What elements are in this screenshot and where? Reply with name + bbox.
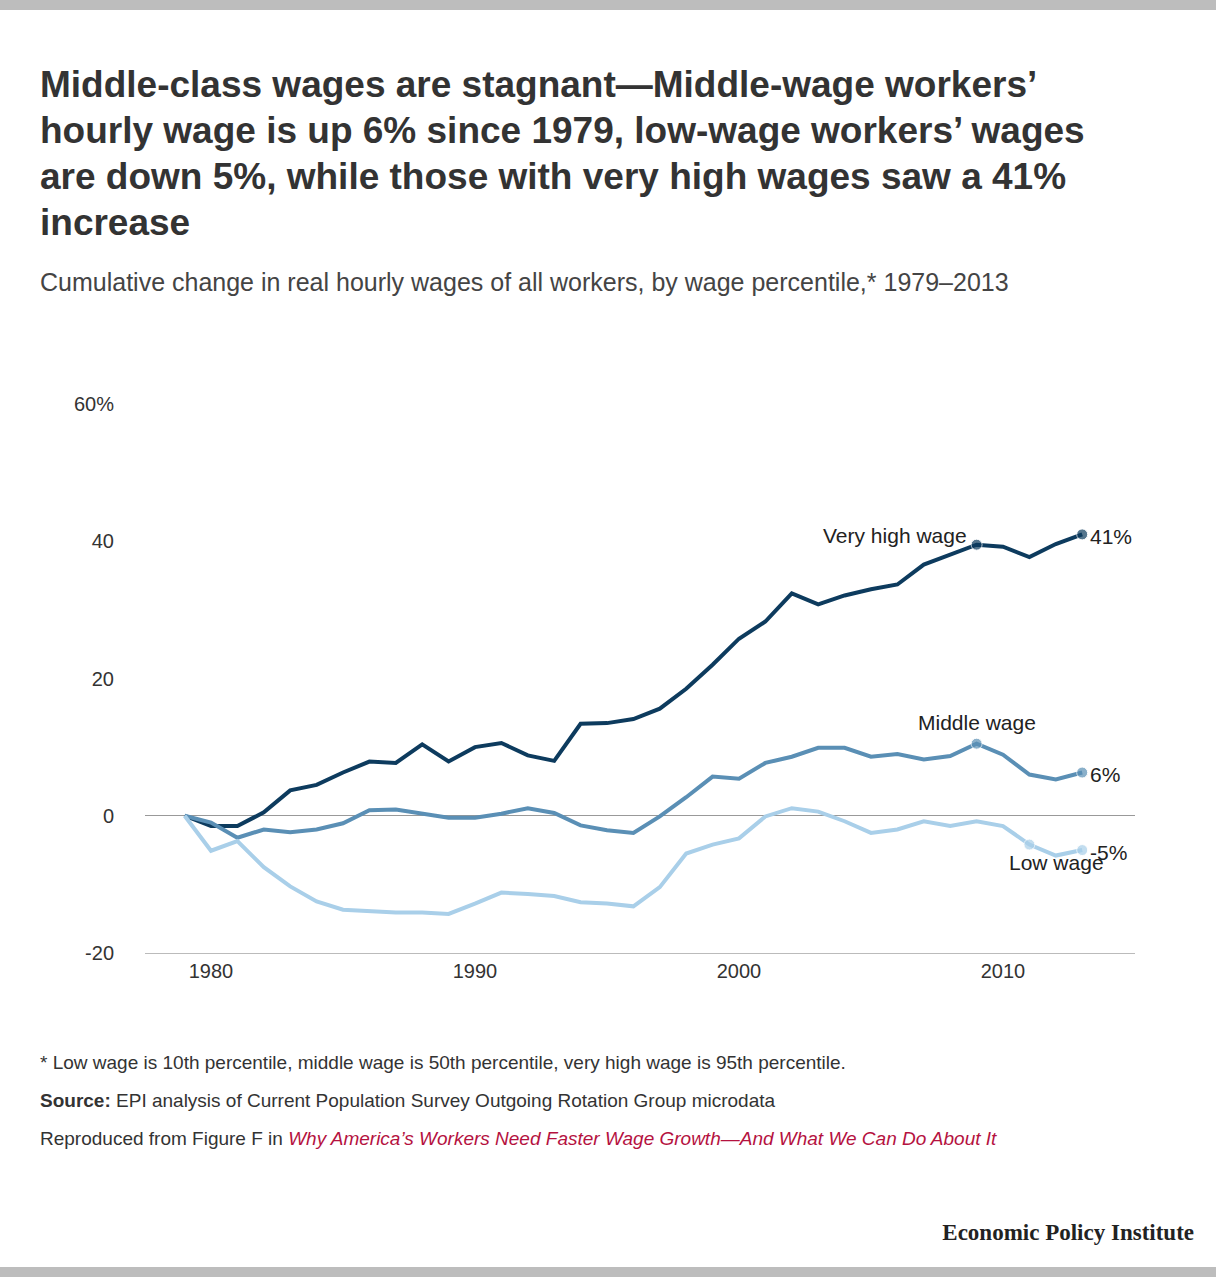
svg-text:41%: 41% (1090, 525, 1132, 548)
svg-text:2000: 2000 (717, 960, 762, 982)
svg-text:0: 0 (103, 805, 114, 827)
svg-text:1980: 1980 (189, 960, 234, 982)
html-text:Economic Policy Institute: Economic Policy Institute (942, 1220, 1194, 1245)
svg-text:2010: 2010 (981, 960, 1026, 982)
svg-text:20: 20 (92, 668, 114, 690)
svg-text:-20: -20 (85, 942, 114, 964)
svg-text:Middle wage: Middle wage (918, 711, 1036, 734)
html-text:Cumulative change in real hour: Cumulative change in real hourly wages o… (40, 268, 1009, 296)
svg-text:6%: 6% (1090, 763, 1120, 786)
svg-text:1990: 1990 (453, 960, 498, 982)
svg-text:Very high wage: Very high wage (823, 524, 967, 547)
html-text:Middle-class wages are stagnan: Middle-class wages are stagnant—Middle-w… (40, 64, 1085, 243)
html-text:Reproduced from Figure F in Wh: Reproduced from Figure F in Why America’… (40, 1128, 997, 1149)
svg-text:60%: 60% (74, 393, 114, 415)
html-text:* Low wage is 10th percentile,: * Low wage is 10th percentile, middle wa… (40, 1052, 846, 1073)
svg-text:Low wage: Low wage (1009, 851, 1104, 874)
svg-text:-5%: -5% (1090, 841, 1127, 864)
svg-text:40: 40 (92, 530, 114, 552)
html-text:Source: EPI analysis of Curren: Source: EPI analysis of Current Populati… (40, 1090, 776, 1111)
